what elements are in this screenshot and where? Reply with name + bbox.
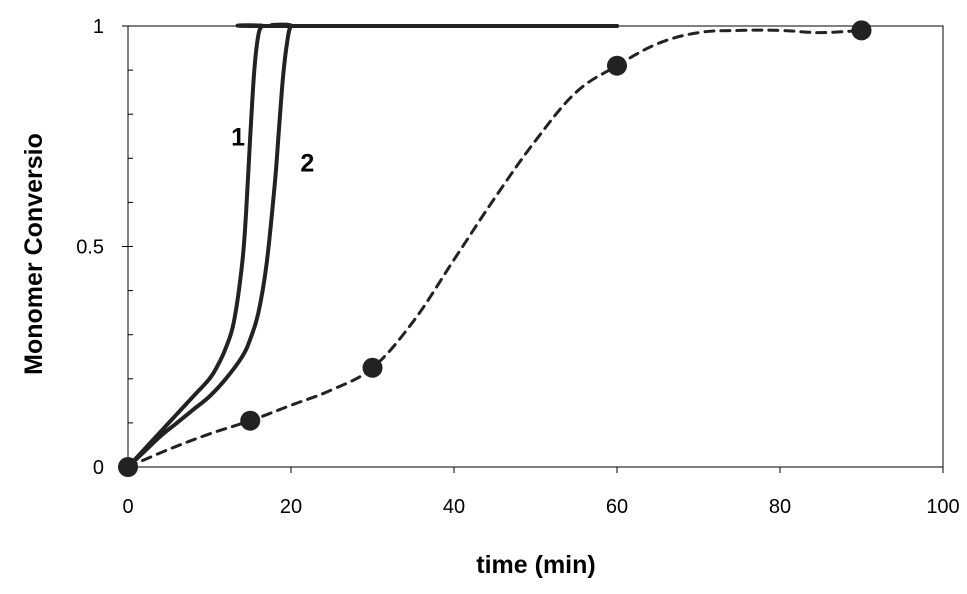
curve-labels: 12 [231,123,314,177]
markers-group [118,20,872,477]
x-tick-label: 80 [769,496,791,518]
curve-label: 1 [231,123,245,151]
x-tick-label: 100 [926,496,959,518]
x-tick-label: 0 [122,496,133,518]
x-tick-label: 40 [443,496,465,518]
data-point [362,357,383,378]
data-point [240,410,261,431]
data-point [607,55,627,76]
x-axis-title: time (min) [476,551,595,579]
y-tick-label: 0.5 [76,237,104,259]
series-group [126,22,863,469]
y-minor-ticks [128,25,133,424]
x-tick-label: 60 [606,496,628,518]
data-point [118,457,138,477]
series-line-2 [126,22,619,469]
series-line-1 [126,23,619,469]
x-axis: 0 20 40 60 80 100 [122,467,960,518]
curve-label: 2 [300,150,314,178]
y-tick-label: 0 [93,457,104,479]
data-point [851,20,872,41]
plot-area [127,25,944,468]
y-axis: 00.51 [76,16,128,479]
y-tick-label: 1 [93,16,104,38]
y-axis-title: Monomer Conversio [20,133,48,375]
series-line-3 [126,28,863,469]
x-tick-label: 20 [280,496,302,518]
